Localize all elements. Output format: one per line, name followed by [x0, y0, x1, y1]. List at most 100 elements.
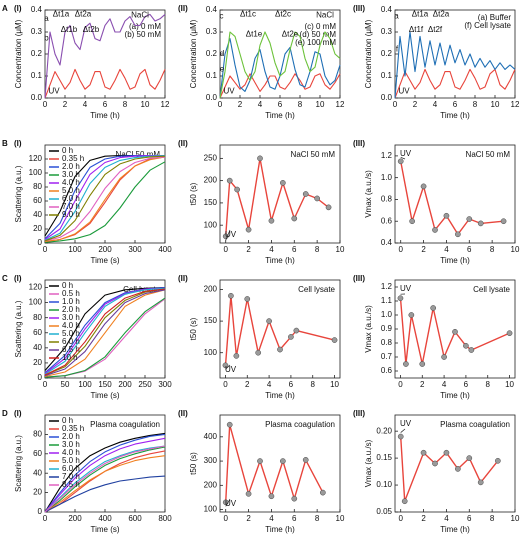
x-axis-label: Time (s) — [90, 391, 119, 400]
y-tick-label: 0.3 — [381, 27, 393, 36]
x-axis-label: Time (h) — [90, 111, 120, 120]
x-tick-label: 0 — [223, 514, 228, 523]
x-tick-label: 6 — [467, 514, 472, 523]
annotation: UV — [400, 284, 412, 293]
legend-label: 6.0 h — [62, 464, 80, 473]
series-line — [400, 436, 499, 502]
y-tick-label: 100 — [204, 505, 218, 514]
series-line — [44, 154, 165, 240]
x-tick-label: 6 — [292, 245, 297, 254]
series-line — [44, 445, 166, 513]
y-tick-label: 100 — [29, 298, 43, 307]
legend-label: 6.5 h — [62, 345, 80, 354]
annotation: UV — [400, 149, 412, 158]
legend-label: (c) 0 mM — [304, 22, 336, 31]
y-tick-label: 0.2 — [381, 49, 393, 58]
series-line — [224, 295, 335, 366]
x-tick-label: 50 — [61, 380, 70, 389]
y-tick-label: 80 — [33, 313, 42, 322]
y-tick-label: 20 — [33, 358, 42, 367]
legend-label: 3.0 h — [62, 170, 80, 179]
legend-label: (a) Buffer — [478, 13, 512, 22]
x-tick-label: 250 — [138, 380, 152, 389]
annotation: Δt2a — [433, 10, 450, 19]
x-tick-label: 0 — [218, 100, 223, 109]
data-point — [268, 493, 275, 500]
x-tick-label: 10 — [141, 100, 150, 109]
y-tick-label: 200 — [204, 176, 218, 185]
annotation: e — [220, 65, 225, 74]
y-tick-label: 0.0 — [31, 93, 43, 102]
row-label: C — [2, 274, 8, 283]
series-line — [44, 475, 166, 513]
panel-label: (II) — [178, 274, 188, 283]
legend-label: (b) 50 mM — [125, 30, 162, 39]
y-tick-label: 0.3 — [206, 27, 218, 36]
series-line — [399, 298, 510, 365]
y-tick-label: 250 — [204, 153, 218, 162]
plot-frame — [394, 144, 516, 244]
x-tick-label: 2 — [246, 245, 251, 254]
legend-label: 8.5 h — [62, 480, 80, 489]
x-tick-label: 0 — [223, 380, 228, 389]
data-point — [401, 498, 408, 505]
data-point — [477, 220, 484, 227]
data-point — [226, 177, 233, 184]
data-point — [506, 330, 513, 337]
series-line — [44, 68, 166, 99]
annotation: Δt1a — [53, 10, 70, 19]
data-point — [452, 328, 458, 335]
x-tick-label: 10 — [505, 380, 514, 389]
legend-label: 2.0 h — [62, 162, 80, 171]
data-point — [280, 180, 286, 186]
x-tick-label: 4 — [83, 100, 88, 109]
data-point — [302, 457, 309, 463]
x-tick-label: 8 — [490, 514, 495, 523]
x-tick-label: 600 — [128, 514, 142, 523]
series-line — [44, 288, 166, 376]
x-tick-label: 2 — [63, 100, 68, 109]
legend-label: 4.0 h — [62, 321, 80, 330]
data-point — [233, 353, 240, 359]
x-axis-label: Time (s) — [90, 525, 119, 534]
x-tick-label: 8 — [311, 380, 316, 389]
y-tick-label: 1.0 — [381, 310, 393, 319]
x-tick-label: 100 — [78, 380, 92, 389]
x-tick-label: 0 — [393, 100, 398, 109]
x-tick-label: 0 — [43, 245, 48, 254]
legend-label: 10 h — [62, 353, 78, 362]
x-tick-label: 400 — [158, 245, 172, 254]
uv-arrow — [225, 229, 231, 241]
x-tick-label: 200 — [98, 245, 112, 254]
x-axis-label: Time (h) — [440, 256, 470, 265]
data-point — [228, 292, 234, 299]
x-tick-label: 6 — [464, 380, 469, 389]
data-point — [291, 495, 298, 502]
data-point — [280, 458, 286, 464]
legend-label: 6.0 h — [62, 194, 80, 203]
y-tick-label: 0.9 — [381, 324, 393, 333]
data-point — [257, 155, 263, 162]
uv-arrow — [400, 428, 406, 433]
annotation: a — [44, 14, 49, 23]
annotation: UV — [48, 87, 60, 96]
x-tick-label: 10 — [336, 245, 345, 254]
x-tick-label: 10 — [336, 514, 345, 523]
series-line — [44, 154, 166, 241]
y-axis-label: Vmax (a.u./s) — [364, 305, 373, 353]
data-point — [244, 296, 251, 302]
y-tick-label: 150 — [204, 198, 218, 207]
x-tick-label: 8 — [486, 380, 491, 389]
x-tick-label: 8 — [315, 514, 320, 523]
data-point — [408, 312, 415, 318]
x-tick-label: 4 — [269, 245, 274, 254]
x-tick-label: 6 — [467, 245, 472, 254]
series-line — [44, 289, 166, 378]
panel-title: Plasma coagulation — [265, 420, 335, 429]
y-tick-label: 300 — [204, 456, 218, 465]
legend-label: 0 h — [62, 281, 73, 290]
legend-label: 0.35 h — [62, 424, 84, 433]
x-axis-label: Time (s) — [90, 256, 119, 265]
y-axis-label: Concentration (μM) — [189, 19, 198, 88]
x-tick-label: 8 — [123, 100, 128, 109]
